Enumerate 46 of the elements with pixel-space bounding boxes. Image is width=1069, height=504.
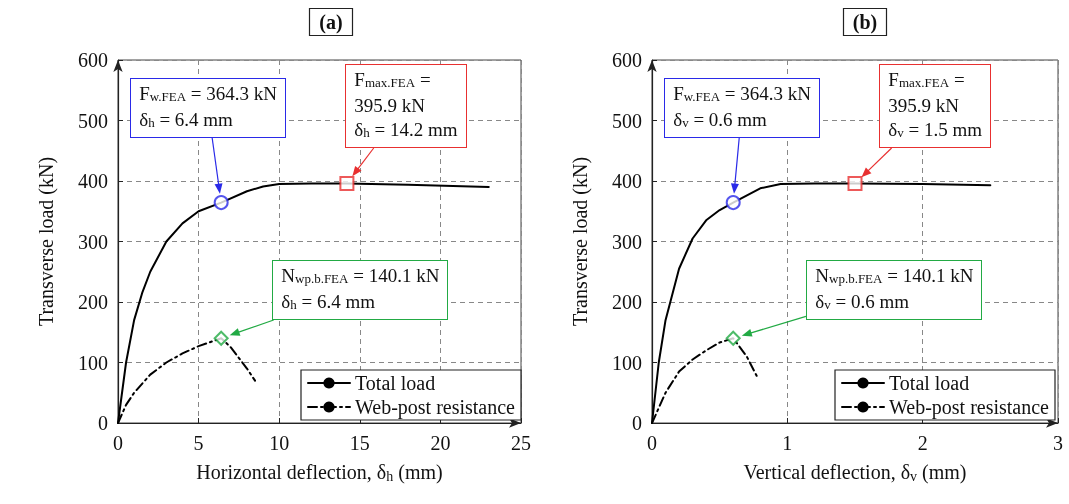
text: N$_{wp.b.FEA}$ = 140.1 kN δ$_{v}$ = 0.6 mm — [815, 264, 974, 312]
legend-label: Web-post resistance — [889, 396, 1050, 419]
x-axis-title: Horizontal deflection, δh (mm) — [196, 461, 443, 484]
y-tick-label: 500 — [78, 109, 108, 132]
text: F$_{w.FEA}$ = 364.3 kN δ$_{v}$ = 0.6 mm — [673, 83, 812, 131]
y-axis-title: Transverse load (kN) — [35, 156, 58, 327]
point — [725, 195, 741, 211]
chart-title: (a) — [319, 11, 343, 34]
y-tick-label: 0 — [98, 412, 108, 434]
y-tick-label: 200 — [78, 291, 108, 313]
y-tick-label: 100 — [78, 351, 108, 374]
x-axis-title: Vertical deflection, δv (mm) — [743, 461, 967, 484]
y-tick-label: 300 — [612, 230, 642, 253]
y-axis-title: Transverse load (kN) — [569, 156, 592, 327]
legend-label: Web-post resistance — [355, 396, 516, 419]
annotation: F$_{max.FEA}$ = 395.9 kN δ$_{h}$ = 14.2 mm — [354, 67, 458, 142]
x-tick-label: 25 — [511, 432, 531, 454]
y-tick-label: 600 — [78, 49, 108, 71]
chart-title: (b) — [852, 11, 878, 34]
y-tick-label: 400 — [612, 170, 642, 192]
legend-label: Total load — [355, 372, 436, 394]
y-tick-label: 100 — [612, 351, 642, 374]
y-tick-label: 300 — [78, 230, 108, 253]
text: N$_{wp.b.FEA}$ = 140.1 kN δ$_{h}$ = 6.4 mm — [281, 264, 440, 312]
x-tick-label: 0 — [647, 432, 657, 454]
x-tick-label: 0 — [113, 432, 123, 454]
x-tick-label: 10 — [269, 432, 290, 454]
point — [725, 330, 741, 346]
x-tick-label: 2 — [917, 432, 928, 454]
annotation: F$_{max.FEA}$ = 395.9 kN δ$_{v}$ = 1.5 mm — [888, 67, 983, 142]
point — [847, 175, 863, 191]
legend-label: Total load — [889, 372, 970, 394]
x-tick-label: 5 — [193, 432, 204, 454]
point — [213, 330, 229, 346]
x-tick-label: 3 — [1053, 432, 1063, 454]
y-tick-label: 500 — [612, 109, 642, 132]
y-tick-label: 400 — [78, 170, 108, 192]
point — [339, 175, 355, 191]
y-tick-label: 200 — [612, 291, 642, 313]
y-tick-label: 600 — [612, 49, 642, 71]
x-tick-label: 20 — [430, 432, 451, 454]
y-tick-label: 0 — [632, 412, 642, 434]
point — [213, 195, 229, 211]
text: F$_{w.FEA}$ = 364.3 kN δ$_{h}$ = 6.4 mm — [139, 83, 278, 131]
x-tick-label: 15 — [349, 432, 370, 454]
x-tick-label: 1 — [782, 432, 793, 454]
